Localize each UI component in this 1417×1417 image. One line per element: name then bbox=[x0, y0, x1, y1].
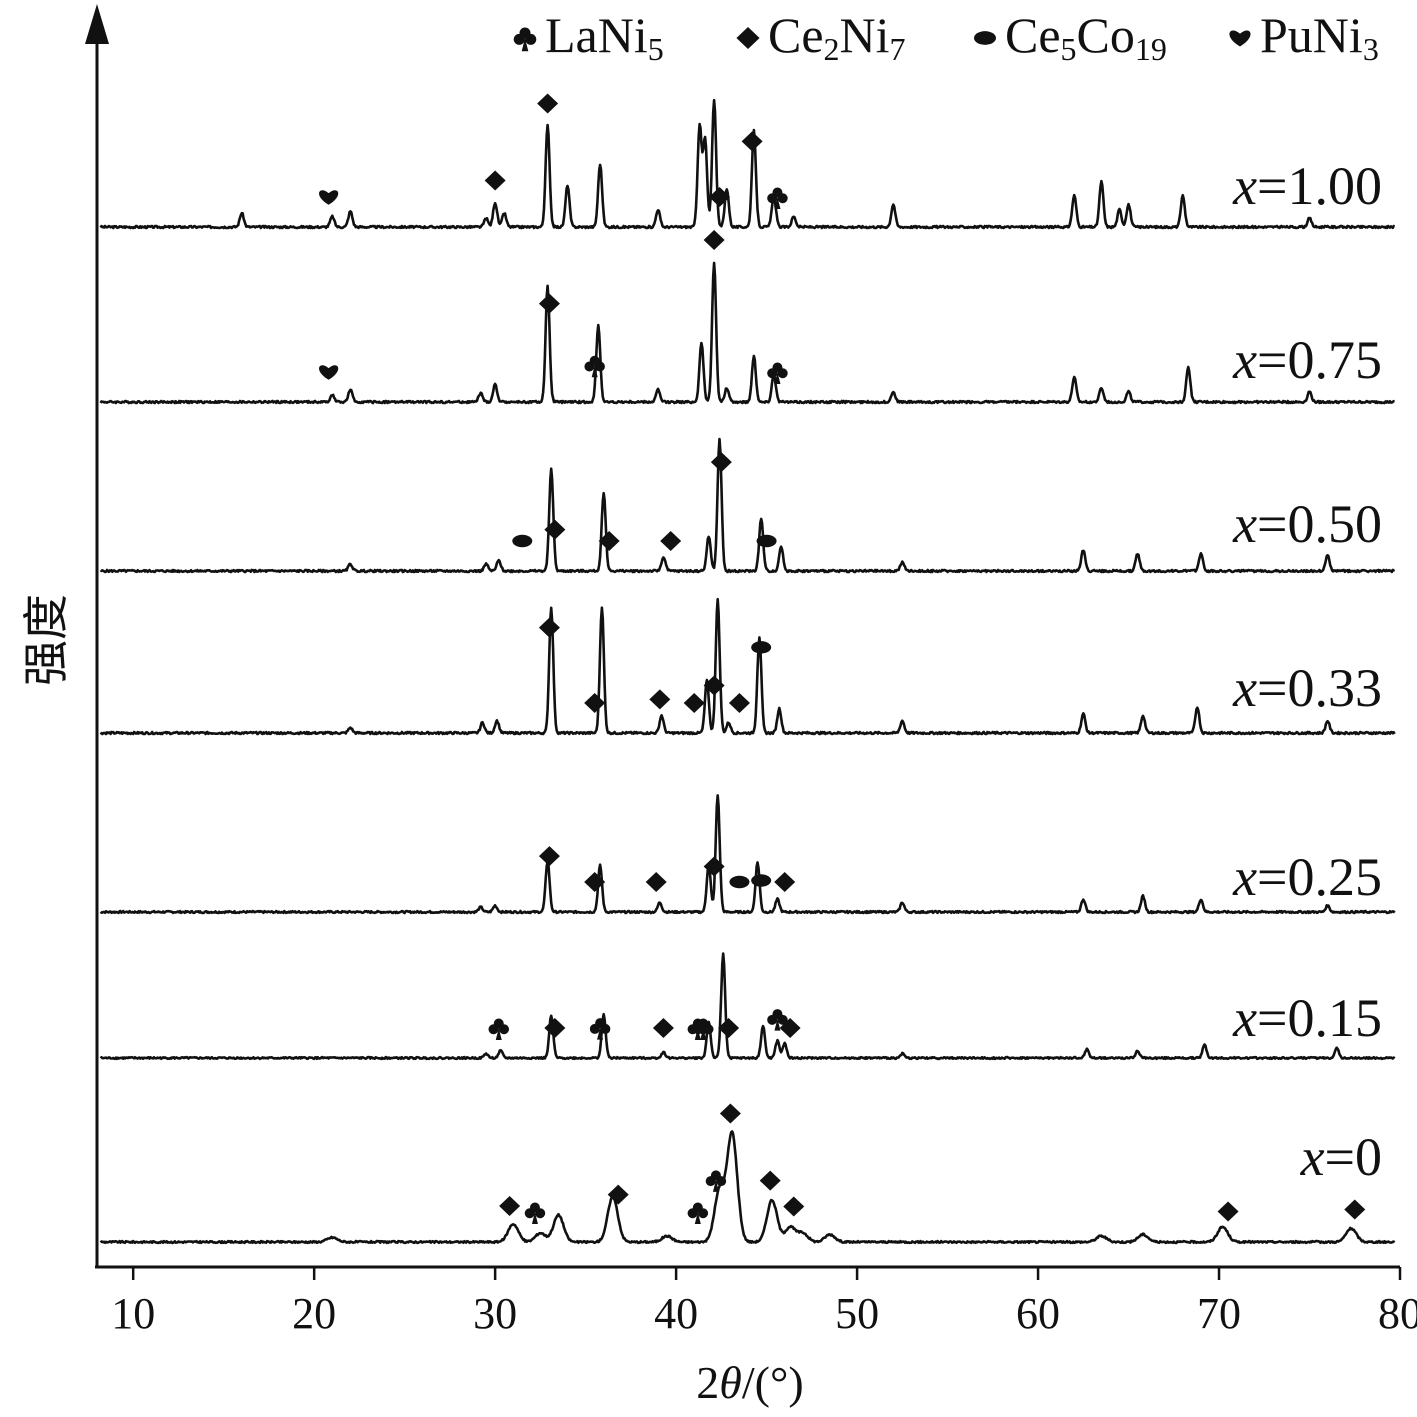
legend-item: Ce2Ni7 bbox=[736, 7, 906, 67]
diamond-marker-icon bbox=[652, 1018, 674, 1038]
legend-label: LaNi5 bbox=[545, 7, 664, 67]
diamond-marker-icon bbox=[544, 519, 566, 540]
diamond-marker-icon bbox=[484, 170, 506, 191]
axes: 10 20 30 40 50 60 70 80 2θ/(°) 强度 bbox=[21, 4, 1417, 1408]
diamond-marker-icon bbox=[660, 531, 682, 551]
plot-area: x=1.00 x=0.75 x=0.50 x=0.33 x=0.25 x=0.15 x=0 bbox=[99, 93, 1396, 1245]
diamond-marker-icon bbox=[607, 1184, 629, 1205]
diamond-marker-icon bbox=[783, 1196, 805, 1217]
series-label: x=0 bbox=[1300, 1127, 1382, 1187]
club-marker-icon bbox=[589, 1018, 611, 1040]
diamond-marker-icon bbox=[710, 452, 732, 473]
series-label: x=0.75 bbox=[1232, 330, 1382, 390]
series-trace bbox=[99, 261, 1395, 405]
legend-item: LaNi5 bbox=[513, 7, 664, 67]
ellipse-marker-icon bbox=[974, 31, 996, 45]
diamond-marker-icon bbox=[779, 1018, 801, 1038]
diamond-marker-icon bbox=[683, 693, 705, 713]
series-label: x=0.50 bbox=[1232, 494, 1382, 554]
club-marker-icon bbox=[705, 1170, 727, 1192]
x-tick-label: 40 bbox=[654, 1289, 698, 1338]
club-marker-icon bbox=[767, 362, 788, 384]
legend-item: Ce5Co19 bbox=[974, 7, 1167, 67]
x-tick-label: 80 bbox=[1378, 1289, 1417, 1338]
x-tick-label: 70 bbox=[1197, 1289, 1241, 1338]
series-label: x=1.00 bbox=[1232, 156, 1382, 216]
diamond-marker-icon bbox=[538, 617, 560, 638]
series-trace bbox=[99, 597, 1396, 736]
diamond-marker-icon bbox=[537, 93, 559, 114]
legend-label: Ce2Ni7 bbox=[768, 7, 906, 67]
x-axis-title: 2θ/(°) bbox=[696, 1357, 803, 1408]
legend: LaNi5 Ce2Ni7 Ce5Co19 PuNi3 bbox=[513, 7, 1379, 67]
diamond-marker-icon bbox=[1344, 1199, 1366, 1220]
diamond-marker-icon bbox=[645, 872, 667, 892]
diamond-marker-icon bbox=[709, 187, 731, 207]
diamond-marker-icon bbox=[538, 846, 560, 867]
x-tick-label: 10 bbox=[111, 1289, 155, 1338]
y-axis-arrow-icon bbox=[85, 4, 109, 44]
ellipse-marker-icon bbox=[729, 875, 750, 889]
diamond-marker-icon bbox=[703, 856, 725, 877]
legend-label: Ce5Co19 bbox=[1005, 7, 1167, 67]
y-axis-title: 强度 bbox=[21, 594, 72, 686]
series-labels: x=1.00 x=0.75 x=0.50 x=0.33 x=0.25 x=0.15 x=0 bbox=[1232, 156, 1382, 1187]
club-marker-icon bbox=[767, 187, 788, 209]
ellipse-marker-icon bbox=[751, 874, 772, 887]
heart-marker-icon bbox=[319, 365, 339, 380]
phase-markers bbox=[319, 93, 1366, 1224]
heart-marker-icon bbox=[1229, 30, 1251, 47]
series-trace bbox=[99, 98, 1396, 230]
diamond-marker-icon bbox=[598, 531, 620, 551]
club-marker-icon bbox=[687, 1202, 709, 1224]
x-tick-label: 50 bbox=[835, 1289, 879, 1338]
series-trace bbox=[99, 952, 1396, 1061]
diamond-marker-icon bbox=[1217, 1201, 1239, 1222]
diamond-marker-icon bbox=[719, 1103, 741, 1124]
diamond-marker-icon bbox=[584, 693, 606, 713]
diamond-marker-icon bbox=[499, 1196, 521, 1217]
series-trace bbox=[99, 1130, 1396, 1245]
series-label: x=0.25 bbox=[1232, 847, 1382, 907]
legend-item: PuNi3 bbox=[1229, 7, 1379, 67]
diamond-marker-icon bbox=[718, 1018, 740, 1038]
diamond-marker-icon bbox=[584, 872, 606, 892]
club-marker-icon bbox=[584, 355, 605, 378]
club-marker-icon bbox=[767, 1009, 788, 1031]
x-ticks: 10 20 30 40 50 60 70 80 bbox=[111, 1267, 1417, 1338]
diamond-marker-icon bbox=[703, 230, 725, 250]
series-label: x=0.15 bbox=[1232, 988, 1382, 1048]
club-marker-icon bbox=[513, 27, 537, 52]
club-marker-icon bbox=[488, 1018, 510, 1040]
club-marker-icon bbox=[693, 1018, 714, 1040]
diamond-marker-icon bbox=[649, 689, 671, 710]
diamond-marker-icon bbox=[728, 693, 750, 713]
diamond-marker-icon bbox=[774, 872, 796, 892]
diamond-marker-icon bbox=[703, 675, 725, 696]
x-tick-label: 30 bbox=[473, 1289, 517, 1338]
x-tick-label: 60 bbox=[1016, 1289, 1060, 1338]
diamond-marker-icon bbox=[736, 27, 760, 49]
series-trace bbox=[99, 437, 1396, 574]
diamond-marker-icon bbox=[538, 293, 560, 314]
series-traces bbox=[99, 98, 1396, 1245]
diamond-marker-icon bbox=[544, 1017, 566, 1038]
club-marker-icon bbox=[524, 1202, 546, 1224]
ellipse-marker-icon bbox=[756, 534, 777, 548]
diamond-marker-icon bbox=[741, 131, 763, 152]
ellipse-marker-icon bbox=[512, 534, 533, 548]
series-label: x=0.33 bbox=[1232, 658, 1382, 718]
diamond-marker-icon bbox=[759, 1170, 781, 1191]
heart-marker-icon bbox=[319, 190, 339, 205]
ellipse-marker-icon bbox=[751, 641, 772, 654]
legend-label: PuNi3 bbox=[1260, 7, 1379, 67]
series-trace bbox=[99, 794, 1396, 915]
x-tick-label: 20 bbox=[292, 1289, 336, 1338]
